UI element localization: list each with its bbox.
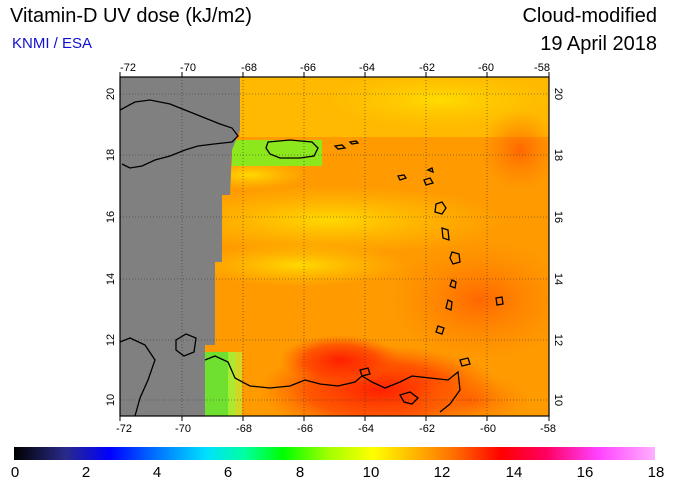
colorbar-label: 12 bbox=[433, 464, 451, 481]
lon-label-top: -58 bbox=[534, 62, 550, 74]
lon-label-bottom: -60 bbox=[480, 423, 496, 435]
product-label: Cloud-modified bbox=[522, 5, 657, 27]
lat-label-left: 12 bbox=[105, 334, 117, 346]
lon-label-top: -62 bbox=[419, 62, 435, 74]
lon-label-bottom: -66 bbox=[297, 423, 313, 435]
lat-label-right: 14 bbox=[552, 273, 564, 285]
lon-label-top: -64 bbox=[359, 62, 375, 74]
lon-labels-top: -72 -70 -68 -66 -64 -62 -60 -58 bbox=[120, 62, 550, 74]
hispaniola-coast bbox=[120, 99, 239, 169]
coastlines bbox=[120, 99, 504, 416]
lon-label-top: -68 bbox=[241, 62, 257, 74]
date-label: 19 April 2018 bbox=[540, 33, 657, 55]
lat-label-right: 20 bbox=[552, 88, 564, 100]
lat-label-right: 10 bbox=[552, 394, 564, 406]
lon-label-top: -70 bbox=[180, 62, 196, 74]
colorbar-label: 4 bbox=[152, 464, 162, 481]
lat-labels-left: 10 12 14 16 18 20 bbox=[105, 88, 117, 406]
colorbar-label: 6 bbox=[223, 464, 233, 481]
map-title: Vitamin-D UV dose (kJ/m2) bbox=[10, 5, 252, 27]
lon-label-bottom: -72 bbox=[116, 423, 132, 435]
plot-frame bbox=[119, 76, 550, 417]
colorbar-label: 10 bbox=[362, 464, 380, 481]
lat-label-right: 12 bbox=[552, 334, 564, 346]
colorbar-label: 16 bbox=[576, 464, 594, 481]
lat-labels-right: 10 12 14 16 18 20 bbox=[552, 88, 564, 406]
colorbar-label: 2 bbox=[81, 464, 91, 481]
lat-label-left: 16 bbox=[105, 211, 117, 223]
colorbar-label: 18 bbox=[647, 464, 665, 481]
colorbar-label: 8 bbox=[295, 464, 305, 481]
frame-ticks bbox=[119, 72, 550, 421]
lat-label-right: 16 bbox=[552, 211, 564, 223]
lon-label-top: -60 bbox=[478, 62, 494, 74]
lat-label-left: 18 bbox=[105, 149, 117, 161]
lat-label-left: 20 bbox=[105, 88, 117, 100]
lon-labels-bottom: -72 -70 -68 -66 -64 -62 -60 -58 bbox=[116, 423, 556, 435]
lon-label-bottom: -70 bbox=[175, 423, 191, 435]
lon-label-top: -72 bbox=[120, 62, 136, 74]
lat-label-left: 14 bbox=[105, 273, 117, 285]
colorbar-label: 0 bbox=[10, 464, 20, 481]
lon-label-bottom: -68 bbox=[236, 423, 252, 435]
lon-label-bottom: -62 bbox=[419, 423, 435, 435]
data-field bbox=[120, 77, 549, 416]
source-label: KNMI / ESA bbox=[12, 35, 93, 52]
grid-lines bbox=[120, 77, 549, 416]
lon-label-top: -66 bbox=[300, 62, 316, 74]
lat-label-left: 10 bbox=[105, 394, 117, 406]
lon-label-bottom: -64 bbox=[358, 423, 374, 435]
lat-label-right: 18 bbox=[552, 149, 564, 161]
lon-label-bottom: -58 bbox=[540, 423, 556, 435]
colorbar bbox=[14, 447, 655, 460]
puerto-rico-coast bbox=[265, 139, 319, 159]
colorbar-label: 14 bbox=[505, 464, 523, 481]
